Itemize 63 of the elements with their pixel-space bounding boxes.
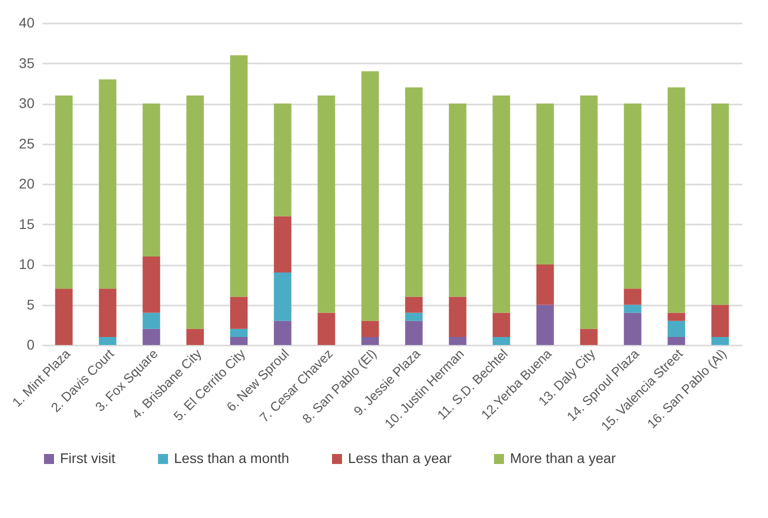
bar (668, 312, 686, 321)
bar (492, 312, 510, 337)
bar (624, 312, 642, 345)
bar (536, 104, 554, 264)
bar (98, 336, 116, 345)
bar (448, 104, 466, 297)
legend-label: Less than a month (174, 450, 290, 466)
bar (624, 304, 642, 313)
y-tick-label: 5 (26, 296, 35, 312)
bar (448, 336, 466, 345)
bar (142, 256, 160, 313)
bar (98, 79, 116, 289)
bar (361, 71, 379, 321)
bar (230, 55, 248, 297)
bar (55, 288, 73, 345)
bar (711, 336, 729, 345)
bar (274, 320, 292, 345)
bar (230, 328, 248, 337)
bar (274, 216, 292, 273)
bar (668, 336, 686, 345)
bar (55, 95, 73, 289)
bar (624, 288, 642, 305)
bar (274, 104, 292, 216)
y-tick-label: 35 (18, 54, 35, 71)
bar (274, 272, 292, 321)
bar (536, 304, 554, 345)
y-tick-label: 40 (18, 14, 35, 30)
legend-label: More than a year (510, 450, 616, 466)
bar (405, 296, 423, 313)
bar (230, 296, 248, 329)
bar (624, 104, 642, 289)
legend-label: First visit (60, 450, 116, 466)
bar (230, 336, 248, 345)
y-tick-label: 0 (26, 336, 35, 352)
bar (186, 328, 204, 345)
y-tick-label: 20 (18, 176, 35, 192)
bar (318, 95, 336, 313)
y-tick-label: 25 (18, 135, 35, 152)
bar (448, 296, 466, 337)
bar (361, 336, 379, 345)
bar (98, 288, 116, 337)
bar (580, 95, 598, 329)
bar (668, 320, 686, 337)
bar (492, 336, 510, 345)
bar (405, 312, 423, 321)
y-tick-label: 10 (18, 256, 35, 272)
bar (711, 104, 729, 305)
legend-label: Less than a year (348, 450, 452, 466)
bar (361, 320, 379, 337)
bar (536, 264, 554, 305)
bar (318, 312, 336, 345)
bar (711, 304, 729, 337)
bar (405, 320, 423, 345)
bar (405, 87, 423, 297)
bar (580, 328, 598, 345)
bar (668, 87, 686, 313)
bar (492, 95, 510, 313)
bar (186, 95, 204, 329)
bar (142, 328, 160, 345)
y-tick-label: 15 (18, 216, 35, 232)
y-tick-label: 30 (18, 95, 35, 111)
bar (142, 312, 160, 329)
bar (142, 104, 160, 256)
